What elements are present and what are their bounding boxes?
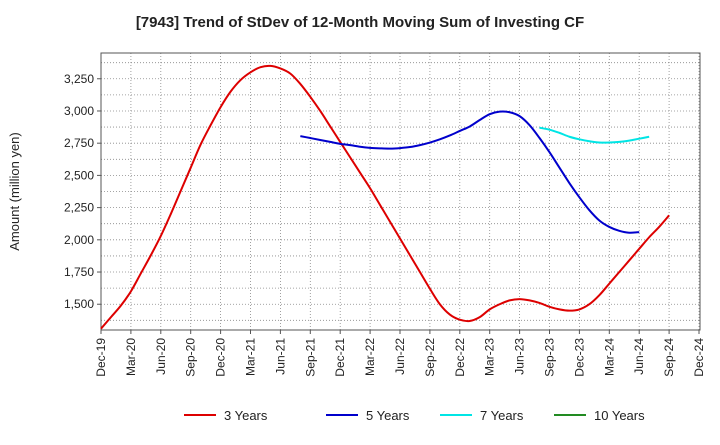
legend-label: 10 Years (594, 408, 645, 423)
y-axis-label: Amount (million yen) (7, 132, 22, 251)
y-tick-label: 3,250 (64, 72, 94, 86)
x-tick-label: Mar-21 (244, 338, 258, 376)
x-tick-label: Jun-24 (632, 338, 646, 375)
series-line-5-years (300, 110, 640, 234)
x-tick-label: Mar-23 (483, 338, 497, 376)
y-tick-label: 2,750 (64, 136, 94, 150)
x-tick-label: Dec-21 (333, 338, 347, 377)
y-tick-label: 1,750 (64, 265, 94, 279)
x-tick-label: Dec-19 (94, 338, 108, 377)
x-tick-label: Sep-21 (303, 338, 317, 377)
y-tick-label: 1,500 (64, 297, 94, 311)
y-tick-label: 2,000 (64, 233, 94, 247)
series-lines (100, 64, 670, 330)
grid-lines (100, 53, 700, 330)
x-tick-label: Jun-23 (513, 338, 527, 375)
legend-label: 7 Years (480, 408, 524, 423)
x-tick-label: Jun-22 (393, 338, 407, 375)
x-tick-label: Dec-22 (453, 338, 467, 377)
series-line-3-years (100, 64, 670, 330)
x-tick-label: Mar-22 (363, 338, 377, 376)
y-axis-ticks: 1,500 1,750 2,000 2,250 2,500 2,750 3,000 3,250 (64, 72, 101, 311)
chart-title: [7943] Trend of StDev of 12-Month Moving… (136, 14, 584, 31)
x-tick-label: Dec-23 (572, 338, 586, 377)
legend: 3 Years 5 Years 7 Years 10 Years (184, 408, 645, 423)
x-tick-label: Sep-22 (423, 338, 437, 377)
x-tick-label: Sep-24 (662, 338, 676, 377)
y-tick-label: 2,500 (64, 168, 94, 182)
x-tick-label: Sep-20 (184, 338, 198, 377)
x-tick-label: Dec-24 (692, 338, 706, 377)
x-tick-label: Mar-20 (124, 338, 138, 376)
series-line-7-years (539, 126, 650, 144)
legend-label: 5 Years (366, 408, 410, 423)
y-tick-label: 2,250 (64, 201, 94, 215)
x-tick-label: Sep-23 (543, 338, 557, 377)
x-tick-label: Jun-20 (154, 338, 168, 375)
x-axis-ticks: Dec-19 Mar-20 Jun-20 Sep-20 Dec-20 Mar-21 Jun-… (94, 330, 706, 377)
x-tick-label: Mar-24 (602, 338, 616, 376)
x-tick-label: Dec-20 (214, 338, 228, 377)
y-tick-label: 3,000 (64, 104, 94, 118)
legend-label: 3 Years (224, 408, 268, 423)
x-tick-label: Jun-21 (273, 338, 287, 375)
